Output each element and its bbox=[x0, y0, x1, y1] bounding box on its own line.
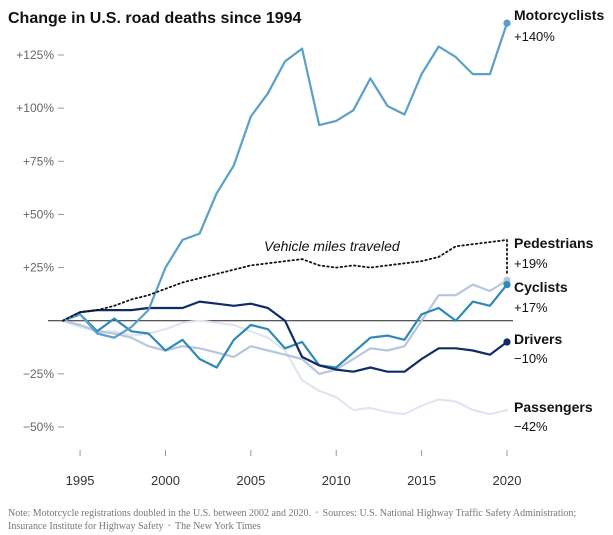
passengers-series-label: Passengers bbox=[514, 399, 593, 415]
chart-title: Change in U.S. road deaths since 1994 bbox=[8, 10, 302, 27]
footnote-credit: The New York Times bbox=[175, 521, 261, 532]
vehicle-miles-line bbox=[62, 238, 508, 322]
footnote-sources: Sources: U.S. National Highway Traffic S… bbox=[8, 508, 577, 532]
drivers-series-label: Drivers bbox=[514, 331, 562, 347]
series-layer bbox=[61, 19, 511, 416]
drivers-change-label: −10% bbox=[514, 351, 548, 366]
cyclists-line bbox=[61, 283, 509, 369]
footnote-separator: • bbox=[315, 508, 319, 519]
cyclists-end-point bbox=[503, 280, 511, 289]
motorcyclists-end-point bbox=[503, 19, 511, 27]
x-axis: 1995 2000 2005 2010 2015 2020 bbox=[66, 450, 522, 488]
footnote: Note: Motorcycle registrations doubled i… bbox=[8, 507, 608, 533]
x-tick-label: 2020 bbox=[493, 473, 522, 488]
x-tick-label: 2010 bbox=[322, 473, 351, 488]
pedestrians-series-label: Pedestrians bbox=[514, 235, 594, 251]
x-tick-label: 2015 bbox=[407, 473, 436, 488]
cyclists-series-label: Cyclists bbox=[514, 279, 568, 295]
y-tick-label: +25% bbox=[23, 261, 54, 275]
line-chart: Change in U.S. road deaths since 1994 −5… bbox=[8, 7, 604, 488]
y-axis: −50% −25% +25% +50% +75% +100% +125% bbox=[16, 48, 64, 434]
x-tick-label: 1995 bbox=[66, 473, 95, 488]
y-tick-label: −25% bbox=[23, 367, 54, 381]
drivers-line bbox=[61, 300, 509, 373]
y-tick-label: −50% bbox=[23, 420, 54, 434]
footnote-separator: • bbox=[167, 521, 172, 532]
x-tick-label: 2000 bbox=[151, 473, 180, 488]
series-end-labels: Passengers −42% Pedestrians +19% Cyclists +17… bbox=[514, 7, 604, 434]
y-tick-label: +100% bbox=[16, 101, 54, 115]
drivers-end-point bbox=[503, 338, 511, 346]
footnote-note: Note: Motorcycle registrations doubled i… bbox=[8, 508, 311, 519]
y-tick-label: +50% bbox=[23, 207, 54, 221]
vehicle-miles-label: Vehicle miles traveled bbox=[264, 238, 401, 254]
y-tick-label: +125% bbox=[16, 48, 54, 62]
x-tick-label: 2005 bbox=[236, 473, 265, 488]
passengers-change-label: −42% bbox=[514, 419, 548, 434]
passengers-line bbox=[61, 319, 509, 416]
pedestrians-line bbox=[61, 279, 509, 375]
reference-layer bbox=[62, 238, 508, 322]
cyclists-change-label: +17% bbox=[514, 300, 548, 315]
motorcyclists-series-label: Motorcyclists bbox=[514, 7, 604, 23]
y-tick-label: +75% bbox=[23, 154, 54, 168]
motorcyclists-change-label: +140% bbox=[514, 29, 555, 44]
pedestrians-change-label: +19% bbox=[514, 256, 548, 271]
motorcyclists-line bbox=[61, 22, 509, 339]
